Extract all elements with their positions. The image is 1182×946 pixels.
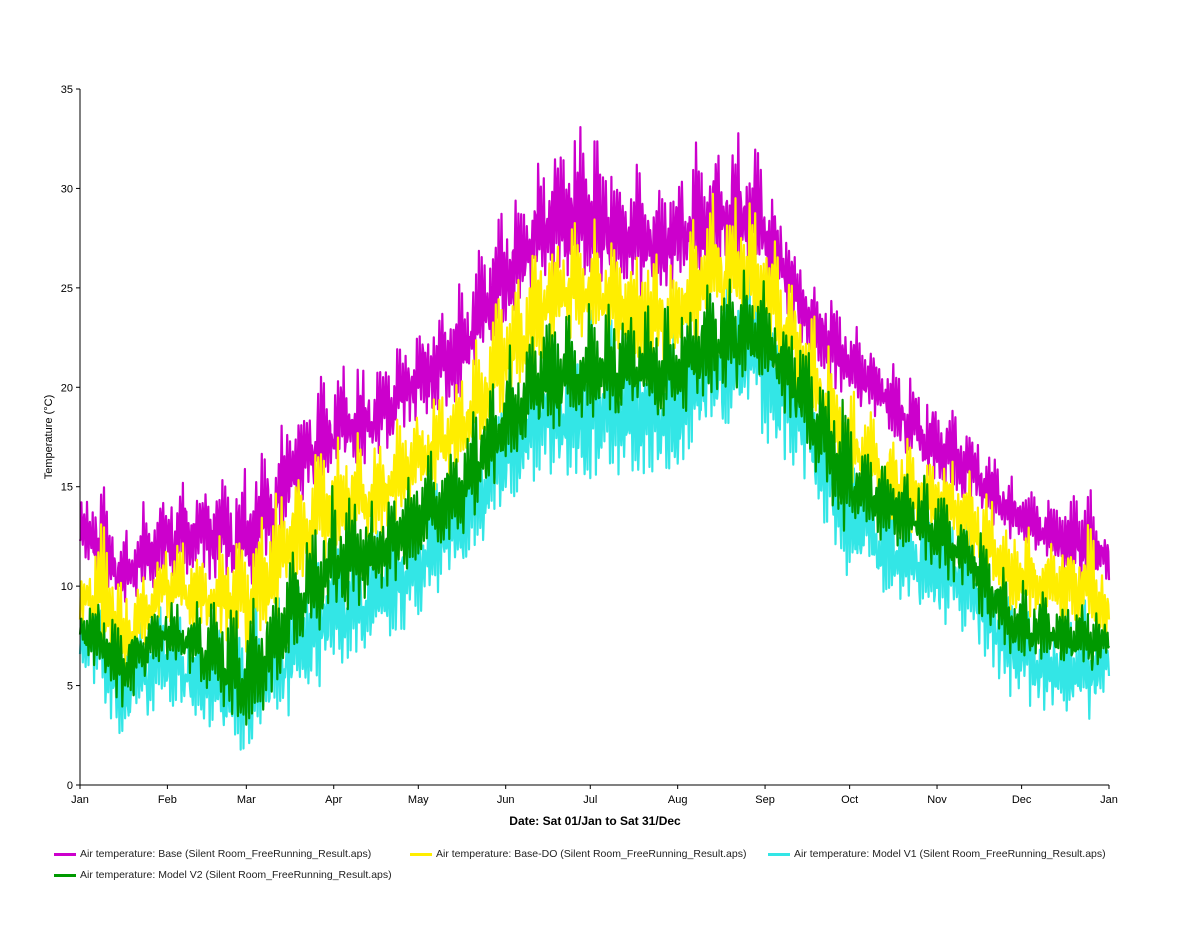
x-tick-label: Jan: [71, 794, 89, 806]
y-tick-label: 30: [61, 183, 73, 195]
x-tick-label: Dec: [1012, 794, 1032, 806]
legend-item-base: Air temperature: Base (Silent Room_FreeR…: [54, 848, 371, 860]
x-tick-label: Apr: [325, 794, 342, 806]
y-tick-label: 15: [61, 482, 73, 494]
legend-swatch-base: [54, 852, 76, 856]
legend-label-base-do: Air temperature: Base-DO (Silent Room_Fr…: [436, 848, 747, 860]
x-tick-label: Jun: [497, 794, 515, 806]
legend-item-base-do: Air temperature: Base-DO (Silent Room_Fr…: [410, 848, 746, 860]
x-tick-label: Jan: [1100, 794, 1118, 806]
legend-item-model-v2: Air temperature: Model V2 (Silent Room_F…: [54, 869, 392, 881]
y-tick-label: 0: [67, 780, 73, 792]
x-tick-label: Oct: [841, 794, 858, 806]
y-tick-label: 25: [61, 283, 73, 295]
y-tick-label: 20: [61, 382, 73, 394]
series-model-v2: [78, 269, 1111, 726]
x-tick-label: May: [408, 794, 429, 806]
legend-label-model-v2: Air temperature: Model V2 (Silent Room_F…: [80, 869, 392, 881]
series-layer: [78, 126, 1111, 751]
x-ticks: Jan Feb Mar Apr May Jun Jul Aug Sep Oct Nov Dec Jan: [71, 785, 1118, 806]
x-tick-label: Jul: [583, 794, 597, 806]
x-tick-label: Nov: [927, 794, 947, 806]
legend-label-base: Air temperature: Base (Silent Room_FreeR…: [80, 848, 372, 860]
y-tick-label: 10: [61, 581, 73, 593]
x-tick-label: Aug: [668, 794, 688, 806]
x-axis-title: Date: Sat 01/Jan to Sat 31/Dec: [509, 814, 681, 828]
legend-swatch-model-v1: [768, 852, 790, 856]
x-tick-label: Feb: [158, 794, 177, 806]
y-axis-title: Temperature (°C): [43, 395, 55, 479]
y-tick-label: 35: [61, 84, 73, 96]
x-tick-label: Sep: [755, 794, 775, 806]
legend-item-model-v1: Air temperature: Model V1 (Silent Room_F…: [768, 848, 1106, 860]
legend-swatch-model-v2: [54, 873, 76, 877]
x-tick-label: Mar: [237, 794, 256, 806]
y-ticks: 0 5 10 15 20 25 30 35: [61, 84, 80, 792]
series-base: [78, 126, 1111, 603]
legend-swatch-base-do: [410, 852, 432, 856]
y-tick-label: 5: [67, 681, 73, 693]
legend-label-model-v1: Air temperature: Model V1 (Silent Room_F…: [794, 848, 1106, 860]
